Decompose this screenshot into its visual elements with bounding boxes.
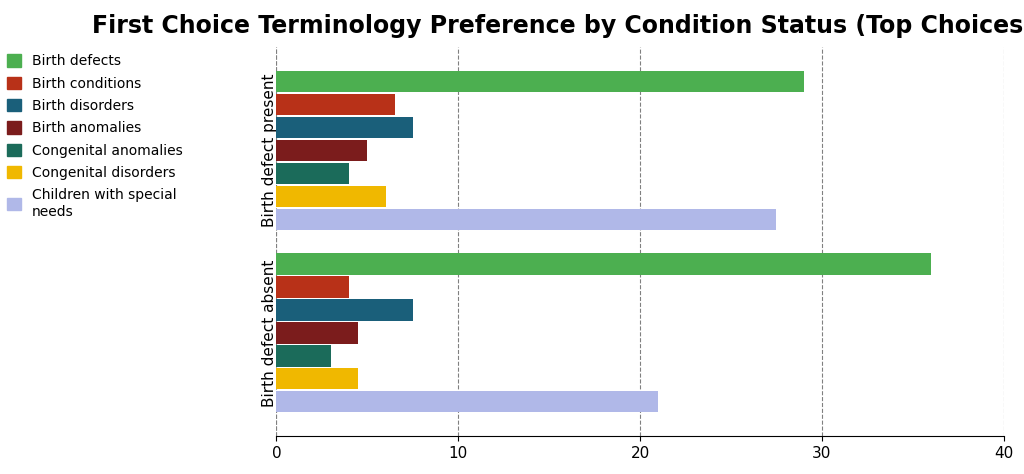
Bar [276, 94, 394, 116]
Bar [276, 322, 358, 344]
Bar [276, 391, 658, 412]
Bar [276, 140, 368, 161]
Bar [276, 71, 804, 92]
Bar [276, 186, 385, 207]
Bar [276, 299, 413, 320]
Bar [276, 345, 331, 366]
Bar [276, 276, 349, 298]
Bar [276, 209, 776, 230]
Bar [276, 163, 349, 184]
Text: First Choice Terminology Preference by Condition Status (Top Choices): First Choice Terminology Preference by C… [92, 14, 1024, 38]
Bar [276, 254, 931, 275]
Bar [276, 117, 413, 138]
Bar [276, 368, 358, 390]
Legend: Birth defects, Birth conditions, Birth disorders, Birth anomalies, Congenital an: Birth defects, Birth conditions, Birth d… [7, 55, 182, 219]
